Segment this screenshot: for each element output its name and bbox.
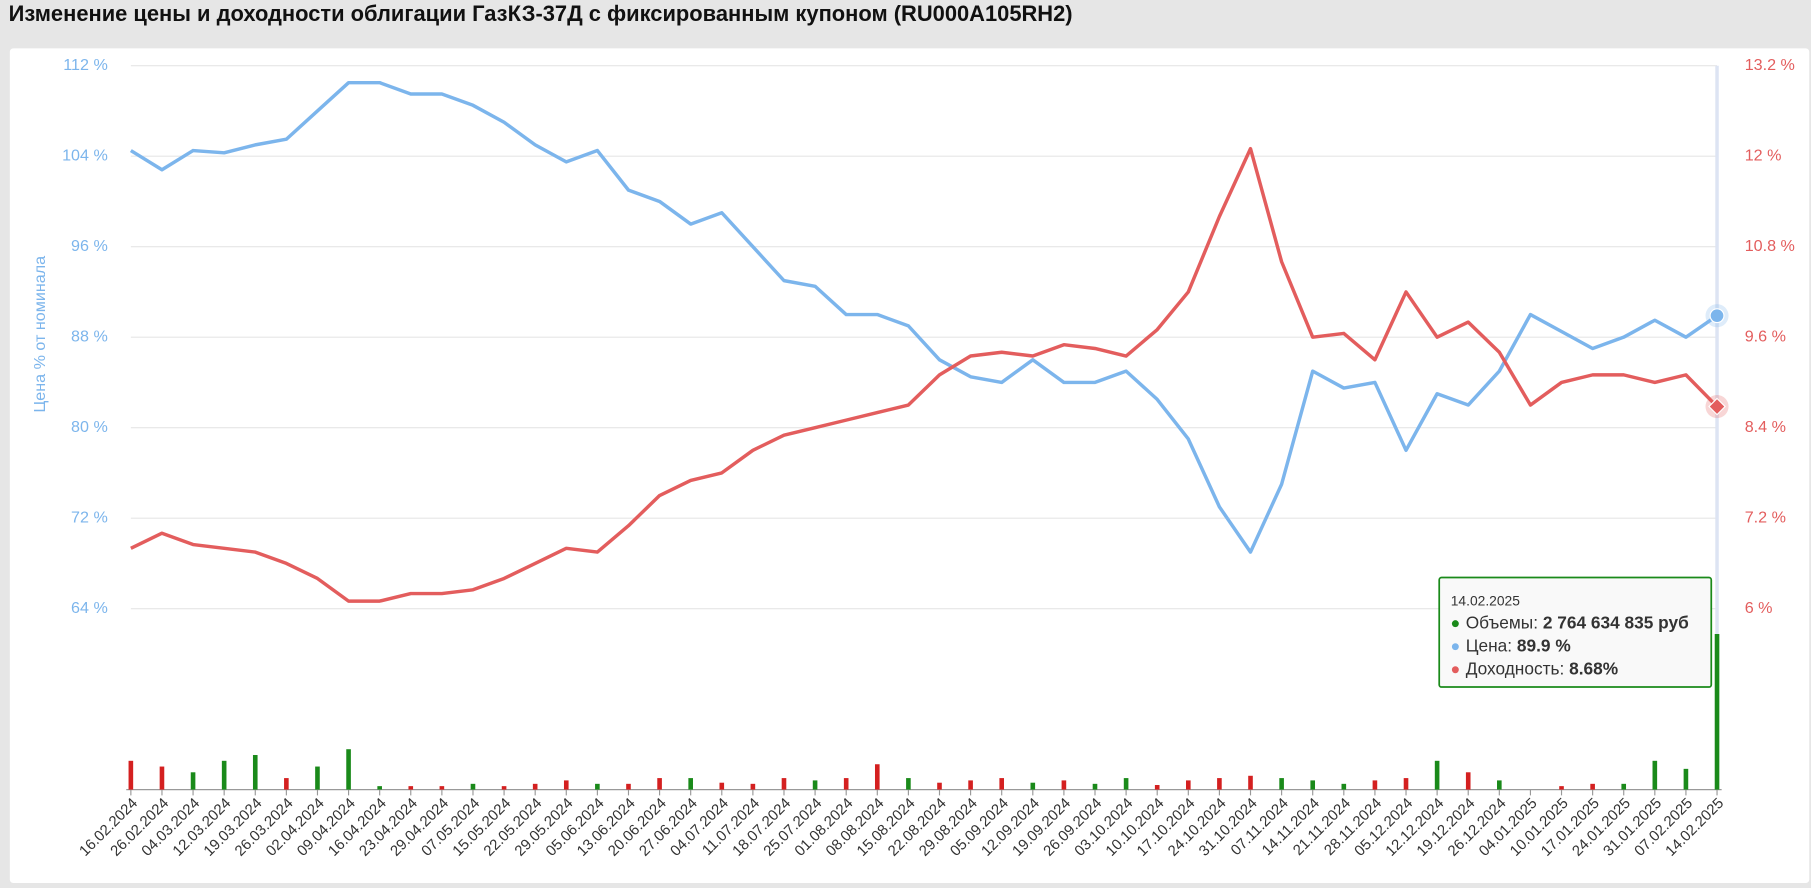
end-marker: [1708, 397, 1726, 416]
y-tick-label: 96 %: [71, 237, 108, 255]
volume-bar: [1434, 760, 1440, 790]
tooltip-date: 14.02.2025: [1451, 592, 1521, 608]
volume-bar: [1061, 780, 1067, 790]
tooltip-name: Объемы:: [1466, 612, 1538, 632]
volume-bar: [1341, 783, 1347, 790]
volume-bar: [657, 778, 662, 790]
volume-bar: [1154, 785, 1160, 790]
volume-bar: [1714, 634, 1720, 790]
tooltip-dot: [1451, 620, 1459, 628]
volume-bar: [1372, 780, 1378, 790]
y2-tick-label: 10.8 %: [1745, 237, 1795, 255]
y-tick-label: 80 %: [71, 418, 108, 436]
volume-bar: [937, 782, 942, 790]
volume-bar: [501, 786, 507, 790]
volume-bar: [1310, 780, 1316, 790]
volume-bar: [190, 772, 196, 790]
y2-tick-label: 13.2 %: [1745, 56, 1795, 74]
volume-bar: [563, 780, 569, 790]
y-axis-title: Цена % от номинала: [31, 256, 49, 413]
volume-bar: [1621, 783, 1627, 790]
panel: [9, 48, 1810, 883]
tooltip-value: 89.9 %: [1517, 635, 1571, 655]
volume-bar: [781, 778, 787, 790]
y2-tick-label: 12 %: [1745, 146, 1782, 164]
volume-bar: [1465, 772, 1471, 790]
tooltip-row: Цена: 89.9 %: [1466, 635, 1571, 655]
volume-bar: [1683, 768, 1689, 790]
y-tick-label: 112 %: [63, 56, 108, 74]
volume-bar: [968, 780, 973, 790]
tooltip-box: [1438, 576, 1713, 688]
tooltip-dot: [1451, 643, 1459, 651]
tooltip-value: 8.68%: [1569, 658, 1618, 678]
tooltip-name: Цена:: [1466, 635, 1512, 655]
volume-bar: [315, 766, 320, 790]
volume-bar: [843, 778, 849, 790]
volume-bar: [1403, 778, 1409, 790]
y2-tick-label: 6 %: [1745, 599, 1773, 617]
volume-bar: [812, 780, 818, 790]
y2-tick-label: 8.4 %: [1745, 418, 1786, 436]
y-tick-label: 64 %: [71, 599, 108, 617]
volume-bar: [408, 786, 414, 790]
volume-bar: [874, 764, 880, 790]
tooltip-dot: [1451, 666, 1459, 674]
volume-bar: [999, 778, 1005, 790]
y2-tick-label: 7.2 %: [1745, 508, 1786, 526]
volume-bar: [128, 760, 134, 790]
volume-bar: [626, 783, 631, 790]
chart-title: Изменение цены и доходности облигации Га…: [9, 1, 1073, 26]
series-line: [129, 80, 1719, 554]
volume-bar: [1652, 760, 1658, 790]
volume-bar: [1559, 786, 1564, 790]
y-tick-label: 104 %: [62, 146, 108, 164]
tooltip-value: 2 764 634 835 руб: [1543, 612, 1689, 632]
volume-bar: [1123, 778, 1129, 790]
volume-bar: [1279, 778, 1284, 790]
volume-bar: [1217, 778, 1222, 790]
volume-bar: [688, 778, 693, 790]
volume-bar: [470, 783, 476, 790]
series-line: [130, 146, 1719, 603]
tooltip-row: Объемы: 2 764 634 835 руб: [1466, 612, 1689, 632]
volume-bar: [439, 786, 445, 790]
volume-bar: [346, 749, 351, 790]
volume-bar: [532, 783, 538, 790]
volume-bar: [1590, 783, 1595, 790]
end-marker: [1709, 308, 1725, 324]
volume-bar: [750, 783, 756, 790]
volume-bar: [719, 782, 725, 790]
volume-bar: [377, 786, 382, 790]
volume-bar: [221, 760, 227, 790]
volume-bar: [159, 766, 165, 790]
volume-bar: [906, 778, 911, 790]
tooltip: 14.02.2025 Объемы: 2 764 634 835 руб Цена:…: [1438, 576, 1713, 688]
volume-bar: [595, 783, 600, 790]
volume-bar: [284, 778, 289, 790]
y-tick-label: 72 %: [71, 508, 108, 526]
volume-bar: [1248, 775, 1253, 790]
volume-bar: [252, 755, 258, 790]
tooltip-name: Доходность:: [1466, 658, 1565, 678]
tooltip-row: Доходность: 8.68%: [1466, 658, 1618, 678]
volume-bar: [1497, 780, 1502, 790]
volume-bar: [1092, 783, 1098, 790]
y2-tick-label: 9.6 %: [1745, 327, 1786, 345]
volume-bar: [1186, 780, 1191, 790]
y-tick-label: 88 %: [71, 327, 108, 345]
volume-bar: [1030, 782, 1036, 790]
